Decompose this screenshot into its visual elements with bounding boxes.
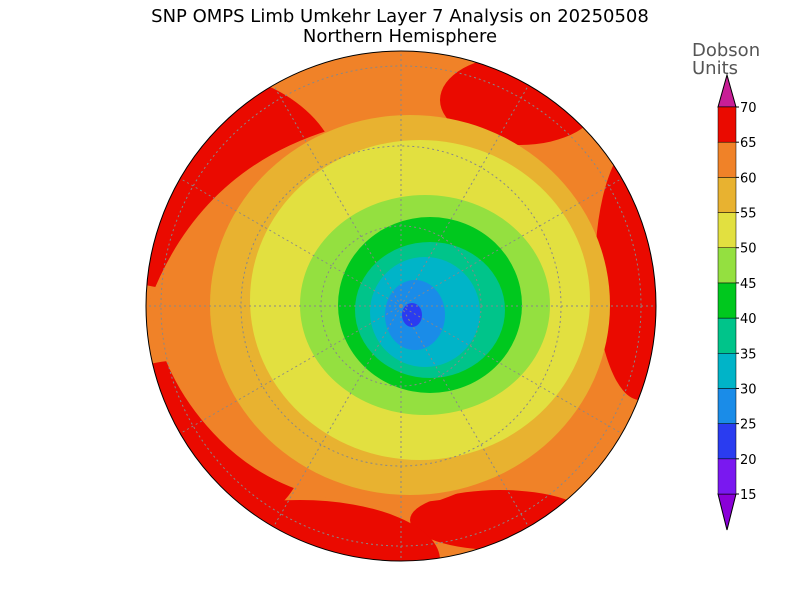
colorbar-segment xyxy=(717,141,737,178)
colorbar-segment xyxy=(717,353,737,389)
colorbar-tick-label: 55 xyxy=(740,207,757,222)
colorbar-segment xyxy=(717,423,737,460)
colorbar-segment xyxy=(717,388,737,424)
colorbar-tick-label: 70 xyxy=(740,101,757,116)
colorbar-segment xyxy=(717,282,737,319)
colorbar-tick-label: 30 xyxy=(740,382,757,397)
band-fill xyxy=(402,303,422,327)
colorbar-label: Dobson xyxy=(692,40,760,61)
colorbar-extend-low xyxy=(717,493,737,531)
colorbar-extend-high xyxy=(717,73,737,108)
colorbar-tick-label: 40 xyxy=(740,312,757,327)
colorbar-segment xyxy=(717,317,737,354)
colorbar-tick-label: 65 xyxy=(740,136,757,151)
colorbar-tick-label: 25 xyxy=(740,418,757,433)
colorbar-segment xyxy=(717,106,737,143)
colorbar: 15 20 25 30 35 40 45 50 55 60 65 70 xyxy=(717,73,757,531)
colorbar-segment xyxy=(717,212,737,248)
colorbar-tick-label: 35 xyxy=(740,347,757,362)
title: SNP OMPS Limb Umkehr Layer 7 Analysis on… xyxy=(151,6,649,27)
band-fill xyxy=(595,140,656,400)
globe-outline xyxy=(145,50,657,562)
colorbar-tick-label: 60 xyxy=(740,171,757,186)
subtitle: Northern Hemisphere xyxy=(303,26,497,47)
colorbar-tick-label: 45 xyxy=(740,277,757,292)
colorbar-tick-label: 20 xyxy=(740,453,757,468)
colorbar-segment xyxy=(717,247,737,284)
colorbar-tick-label: 50 xyxy=(740,242,757,257)
colorbar-segment xyxy=(717,458,737,495)
colorbar-label: Units xyxy=(692,58,738,79)
colorbar-segment xyxy=(717,177,737,213)
colorbar-tick-label: 15 xyxy=(740,488,757,503)
